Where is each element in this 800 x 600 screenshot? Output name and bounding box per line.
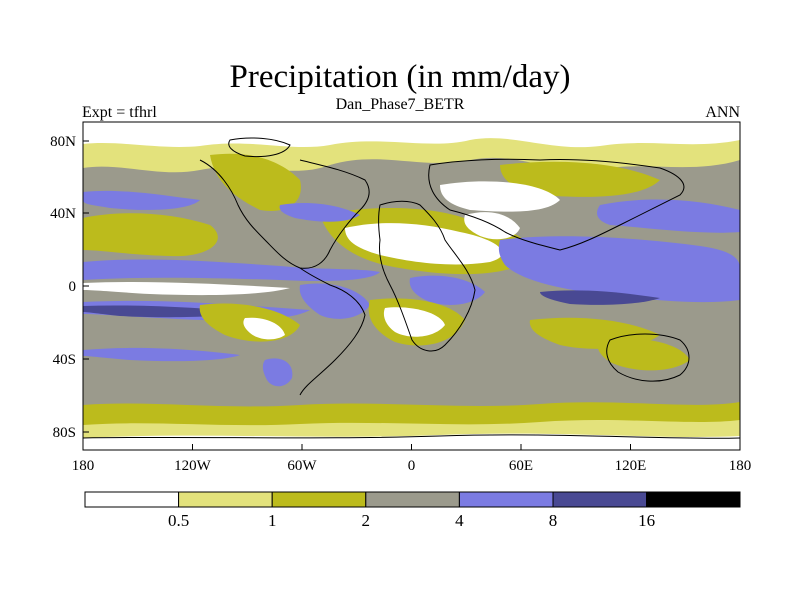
experiment-label: Expt = tfhrl <box>82 104 157 121</box>
y-tick-label: 40N <box>50 206 76 222</box>
colorbar-label: 16 <box>638 511 655 530</box>
x-tick-labels: 180 120W 60W 0 60E 120E 180 <box>72 458 752 474</box>
south-atlantic-dry <box>383 307 445 337</box>
map-field <box>83 122 740 450</box>
x-tick-label: 120E <box>615 458 647 474</box>
colorbar-swatch <box>84 491 180 508</box>
congo-wet <box>409 275 485 305</box>
y-tick-label: 0 <box>69 279 77 295</box>
colorbar-swatch <box>458 491 554 508</box>
cold-tongue-dry <box>83 281 290 296</box>
australia-coast <box>606 333 690 382</box>
pacific-itcz <box>83 259 380 282</box>
y-ticks <box>83 140 89 433</box>
south-chile-wet <box>262 358 293 387</box>
central-asia-dry <box>440 181 560 212</box>
warm-pool-heavy <box>540 290 660 305</box>
chart-title: Precipitation (in mm/day) <box>229 59 571 95</box>
y-tick-label: 80S <box>53 425 76 441</box>
colorbar-label: 8 <box>549 511 558 530</box>
x-tick-label: 60E <box>509 458 533 474</box>
northwest-pacific-storm-track <box>597 199 740 233</box>
australia-dry <box>597 338 690 371</box>
colorbar-swatch <box>552 491 648 508</box>
south-pacific-storm-track <box>83 347 240 362</box>
colorbar-label: 2 <box>362 511 371 530</box>
colorbar-swatch <box>365 491 460 508</box>
africa-coast <box>378 200 476 352</box>
north-pacific-dry <box>83 213 218 257</box>
x-tick-label: 60W <box>287 458 317 474</box>
antarctica-coast <box>83 434 740 439</box>
north-atlantic-storm-track <box>279 203 360 222</box>
colorbar-swatch <box>178 491 273 508</box>
sahara-desert-dry <box>345 223 503 265</box>
siberia-moderate <box>500 161 660 197</box>
indo-pacific-warm-pool <box>498 236 740 303</box>
amazon-wet <box>299 283 370 319</box>
y-tick-label: 80N <box>50 134 76 150</box>
greenland-coast <box>228 137 291 158</box>
chart-subtitle: Dan_Phase7_BETR <box>335 96 465 113</box>
y-tick-labels: 80N 40N 0 40S 80S <box>50 134 76 441</box>
north-america-coast <box>199 159 370 269</box>
colorbar-label: 0.5 <box>168 511 189 530</box>
north-pacific-storm-track <box>83 190 200 210</box>
x-tick-label: 120W <box>174 458 212 474</box>
arctic-dry-band <box>83 122 740 148</box>
season-label: ANN <box>705 104 740 121</box>
x-ticks <box>82 444 741 450</box>
eurasia-coast <box>428 158 685 251</box>
x-tick-label: 180 <box>729 458 752 474</box>
colorbar-swatch <box>646 491 741 508</box>
x-tick-label: 0 <box>408 458 416 474</box>
colorbar-label: 1 <box>268 511 277 530</box>
greenland-dry <box>210 153 301 211</box>
colorbar: 0.5 1 2 4 8 16 <box>84 491 741 530</box>
colorbar-label: 4 <box>455 511 464 530</box>
x-tick-label: 180 <box>72 458 95 474</box>
coastlines <box>83 137 740 439</box>
y-tick-label: 40S <box>53 352 76 368</box>
south-america-coast <box>299 267 366 396</box>
southeast-pacific-dry <box>243 317 285 340</box>
colorbar-swatch <box>271 491 367 508</box>
